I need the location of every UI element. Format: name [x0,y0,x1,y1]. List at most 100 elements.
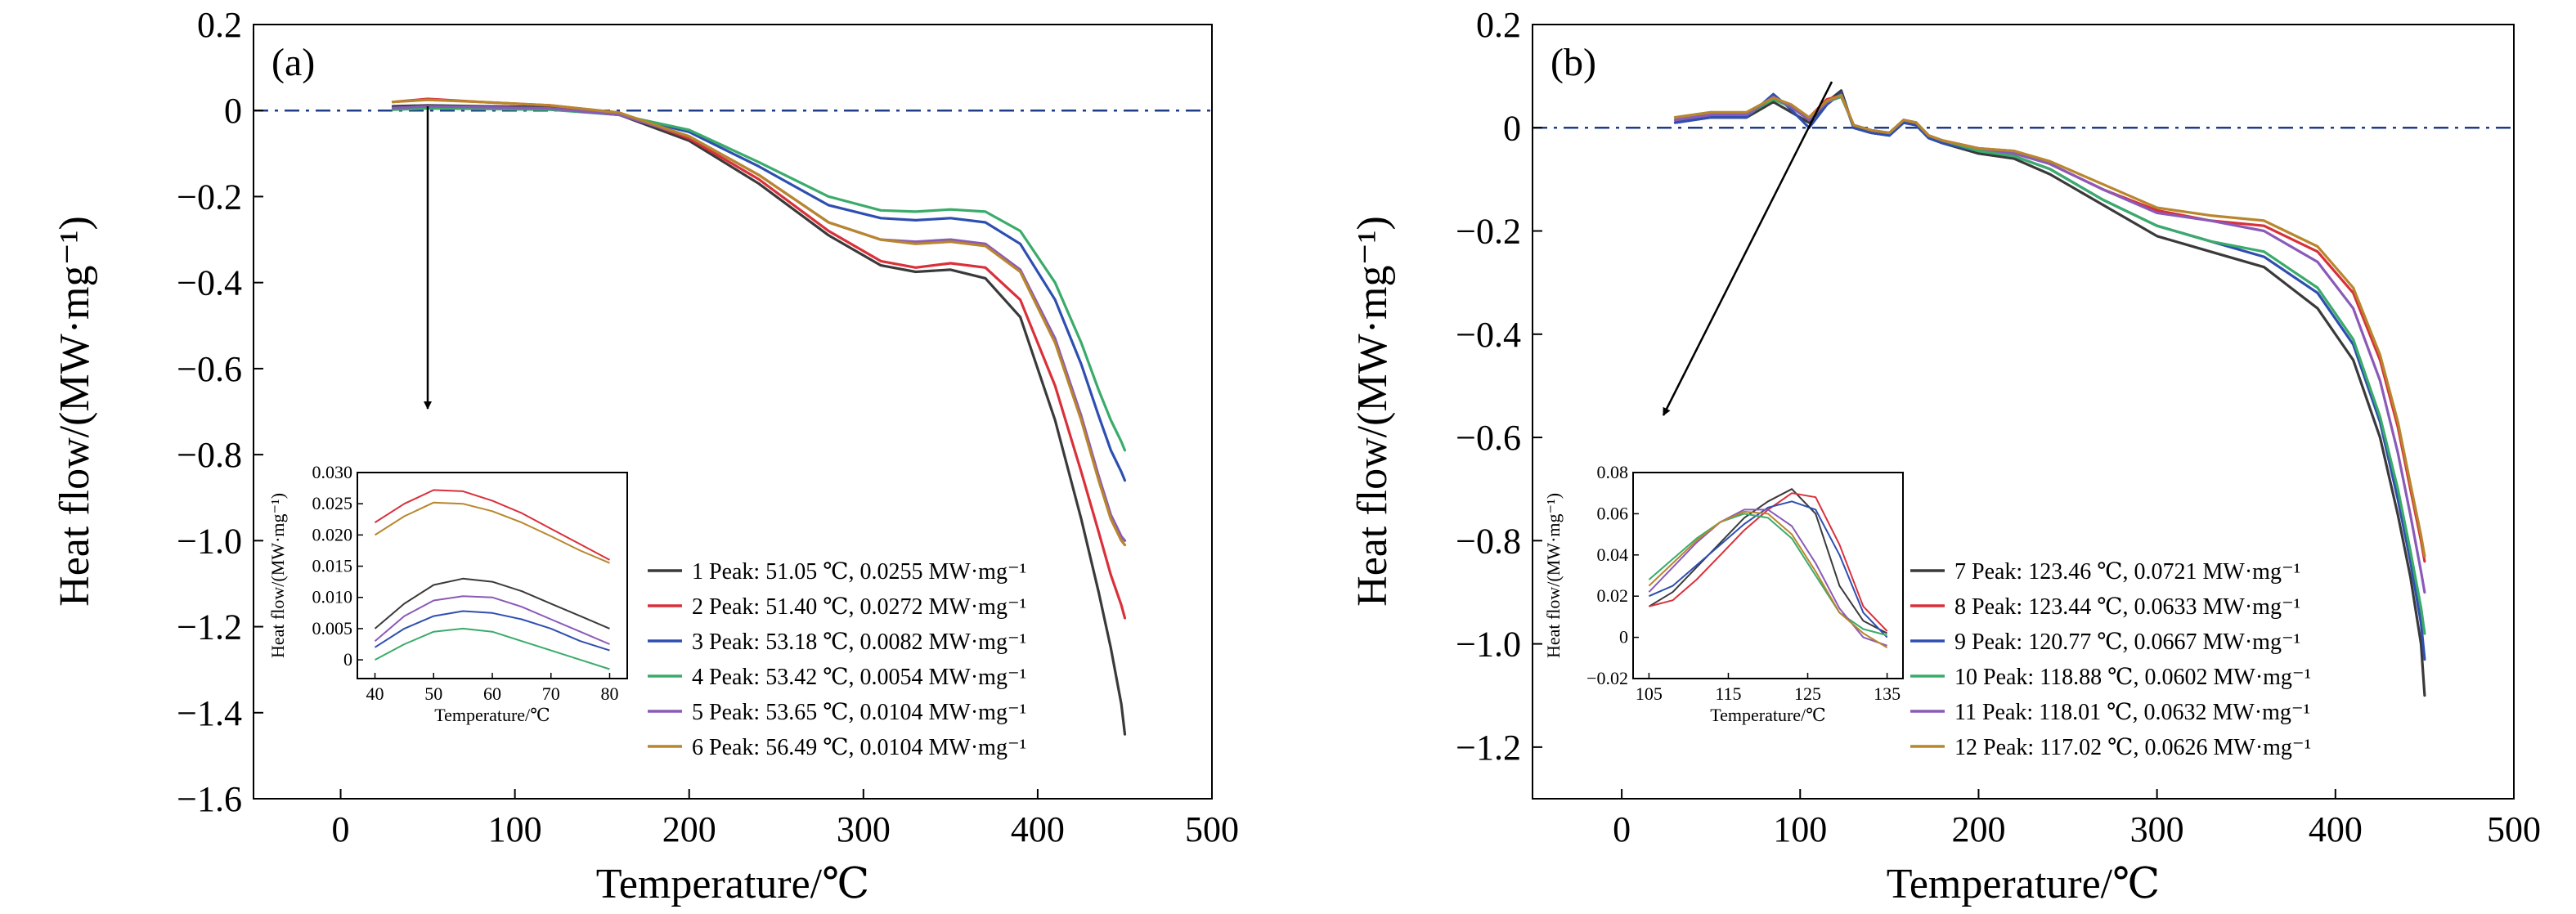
inset-x-axis-label: Temperature/℃ [434,705,550,725]
y-tick-label: −1.0 [177,521,242,561]
y-tick-label: −0.2 [1456,212,1521,252]
inset-series-line-7 [1648,488,1888,634]
series-line-9 [1673,92,2426,661]
legend: 1 Peak: 51.05 ℃, 0.0255 MW·mg⁻¹ 2 Peak: 5… [648,559,1026,760]
pointer-arrow [1662,81,1833,416]
legend-label: 6 Peak: 56.49 ℃, 0.0104 MW·mg⁻¹ [692,735,1026,760]
x-tick-label: 400 [1011,809,1065,849]
series-line-4 [391,107,1127,452]
y-tick-label: −0.6 [177,349,242,389]
inset-y-tick-label: 0.02 [1597,585,1629,606]
inset-y-tick-label: 0.020 [312,524,353,544]
y-tick-label: −1.0 [1456,625,1521,665]
y-axis-label: Heat flow/(MW·mg⁻¹) [52,216,98,607]
inset-x-tick-label: 135 [1874,683,1901,704]
inset-frame [357,472,628,679]
inset-y-tick-label: 0.04 [1597,544,1629,565]
x-tick-label: 400 [2309,809,2363,849]
inset-x-tick-label: 70 [542,683,560,704]
inset-x-tick-label: 115 [1715,683,1741,704]
y-tick-label: −1.4 [177,693,242,733]
inset-series-line-11 [1648,509,1887,647]
y-tick-label: −1.2 [177,607,242,647]
inset-frame [1632,472,1904,679]
legend-label: 12 Peak: 117.02 ℃, 0.0626 MW·mg⁻¹ [1954,735,2311,760]
inset-x-tick-label: 60 [483,683,501,704]
y-tick-label: −0.4 [177,263,242,303]
x-tick-label: 100 [1773,809,1827,849]
inset-series-line-12 [1648,510,1888,649]
inset-y-tick-label: 0.015 [312,556,353,576]
y-tick-label: −1.2 [1456,728,1521,768]
inset-series-line-1 [374,577,610,629]
inset-y-tick-label: 0.005 [312,618,353,638]
inset-x-tick-label: 125 [1794,683,1821,704]
inset-y-tick-label: 0.08 [1597,462,1629,482]
x-axis-label: Temperature/℃ [1887,861,2161,907]
x-tick-label: 200 [1951,809,2005,849]
inset-x-tick-label: 40 [366,683,384,704]
y-tick-label: −1.6 [177,779,242,819]
y-tick-label: −0.4 [1456,315,1521,355]
chart-panel-a: 0 100 200 300 400 5000.20−0.2−0.4−0.6−0.8−1.0… [52,5,1239,907]
inset-y-tick-label: 0 [1619,627,1628,647]
panel-label: (b) [1551,41,1596,84]
x-tick-label: 500 [2487,809,2541,849]
y-tick-label: −0.6 [1456,418,1521,458]
x-axis-label: Temperature/℃ [596,861,870,907]
inset-y-axis-label: Heat flow/(MW·mg⁻¹) [1543,493,1564,658]
inset-chart: 105 115 125 135 −0.02 0 0.02 0.04 0.06 0.08 Temper… [1543,462,1904,725]
inset-x-axis-label: Temperature/℃ [1710,705,1826,725]
inset-series-line-5 [374,595,610,645]
legend-label: 4 Peak: 53.42 ℃, 0.0054 MW·mg⁻¹ [692,665,1026,690]
inset-series-line-2 [374,489,610,561]
x-tick-label: 300 [2130,809,2184,849]
y-tick-label: 0 [224,91,242,131]
legend-label: 11 Peak: 118.01 ℃, 0.0632 MW·mg⁻¹ [1954,700,2310,725]
inset-y-tick-label: 0 [343,649,352,670]
y-tick-label: −0.2 [177,177,242,217]
inset-chart: 40 50 60 70 80 0 0.005 0.010 0.015 0.020 0.025 0.03… [267,462,628,725]
inset-y-tick-label: 0.025 [312,493,353,513]
legend-label: 8 Peak: 123.44 ℃, 0.0633 MW·mg⁻¹ [1954,594,2300,620]
inset-series-line-6 [374,501,610,564]
legend-label: 5 Peak: 53.65 ℃, 0.0104 MW·mg⁻¹ [692,700,1026,725]
legend-label: 2 Peak: 51.40 ℃, 0.0272 MW·mg⁻¹ [692,594,1026,620]
inset-y-tick-label: 0.030 [312,462,353,482]
inset-y-tick-label: −0.02 [1586,668,1628,688]
x-tick-label: 0 [332,809,350,849]
inset-series-line-9 [1649,500,1888,638]
panel-label: (a) [272,41,315,84]
inset-series-line-4 [375,627,610,670]
plot-frame [253,24,1213,800]
legend-label: 1 Peak: 51.05 ℃, 0.0255 MW·mg⁻¹ [692,559,1026,585]
inset-y-tick-label: 0.010 [312,587,353,607]
y-tick-label: 0.2 [1476,5,1521,45]
plot-frame [1532,24,2515,800]
series-line-12 [1673,93,2426,558]
x-tick-label: 200 [662,809,716,849]
inset-y-tick-label: 0.06 [1597,503,1629,523]
inset-series-line-3 [374,610,610,652]
x-tick-label: 0 [1613,809,1631,849]
x-tick-label: 100 [488,809,542,849]
legend-label: 7 Peak: 123.46 ℃, 0.0721 MW·mg⁻¹ [1954,559,2300,585]
y-tick-label: 0 [1503,108,1521,148]
legend-label: 3 Peak: 53.18 ℃, 0.0082 MW·mg⁻¹ [692,629,1026,655]
x-tick-label: 300 [837,809,891,849]
x-tick-label: 500 [1185,809,1239,849]
legend: 7 Peak: 123.46 ℃, 0.0721 MW·mg⁻¹ 8 Peak: … [1910,559,2311,760]
inset-x-tick-label: 80 [600,683,618,704]
legend-label: 9 Peak: 120.77 ℃, 0.0667 MW·mg⁻¹ [1954,629,2300,655]
y-tick-label: −0.8 [1456,521,1521,561]
y-tick-label: 0.2 [197,5,242,45]
legend-label: 10 Peak: 118.88 ℃, 0.0602 MW·mg⁻¹ [1954,665,2311,690]
inset-y-axis-label: Heat flow/(MW·mg⁻¹) [267,493,288,658]
inset-x-tick-label: 50 [424,683,442,704]
chart-panel-b: 0 100 200 300 400 500 0.2 0 −0.2 −0.4 −0.6 −0.8 −1.0… [1349,5,2541,907]
y-axis-label: Heat flow/(MW·mg⁻¹) [1349,216,1396,607]
y-tick-label: −0.8 [177,435,242,475]
inset-x-tick-label: 105 [1636,683,1663,704]
series-line-6 [391,98,1127,547]
